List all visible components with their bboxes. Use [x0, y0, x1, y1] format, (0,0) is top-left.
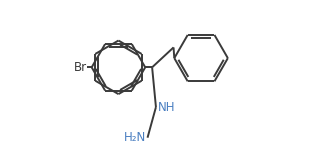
- Text: Br: Br: [73, 61, 86, 74]
- Text: H₂N: H₂N: [124, 131, 146, 144]
- Text: NH: NH: [158, 101, 175, 114]
